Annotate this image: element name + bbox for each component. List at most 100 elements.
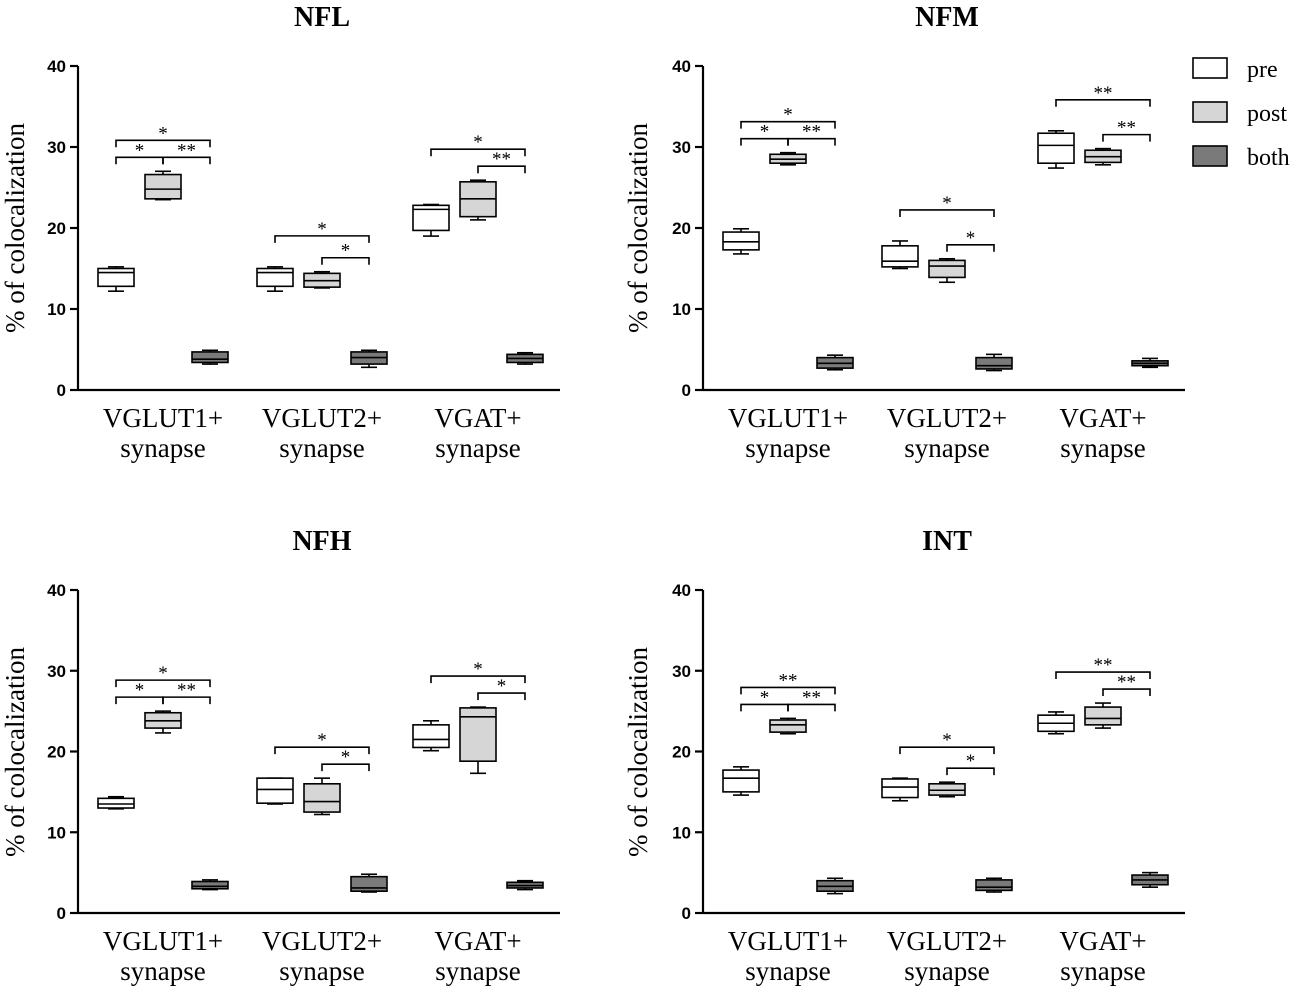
box-post: [144, 710, 182, 734]
category-label-line1: VGLUT1+: [103, 403, 223, 433]
y-tick-label: 30: [672, 138, 691, 157]
bracket-line: [321, 256, 370, 265]
category-label-line1: VGLUT2+: [887, 403, 1007, 433]
significance-bracket: *: [740, 105, 836, 129]
box-body-post: [769, 719, 807, 733]
significance-bracket: *: [946, 228, 995, 252]
bracket-line: [477, 165, 526, 174]
y-tick-label: 20: [47, 219, 66, 238]
box-both: [816, 354, 854, 371]
y-tick-label: 0: [57, 381, 66, 400]
category-label-line1: VGLUT2+: [262, 926, 382, 956]
category-label-line2: synapse: [435, 956, 520, 986]
chart-marks: 010203040VGLUT1+synapseVGLUT2+synapseVGA…: [672, 57, 1185, 463]
y-tick-label: 40: [672, 57, 691, 76]
box-post: [1084, 147, 1122, 166]
significance-label: *: [942, 730, 952, 751]
significance-label: **: [177, 680, 196, 701]
significance-bracket: *: [274, 219, 370, 243]
bracket-line: [115, 679, 211, 688]
significance-bracket: **: [740, 670, 836, 695]
box-body-both: [191, 880, 229, 890]
legend-swatch-post: [1192, 101, 1228, 123]
bracket-line: [946, 767, 995, 776]
category-label-line1: VGAT+: [434, 926, 521, 956]
panel-title: NFH: [292, 526, 351, 557]
chart-marks: 010203040VGLUT1+synapseVGLUT2+synapseVGA…: [47, 581, 560, 986]
significance-label: *: [135, 680, 145, 701]
bracket-line: [787, 137, 836, 146]
box-both: [816, 877, 854, 895]
box-pre: [412, 720, 450, 752]
box-body-post: [144, 173, 182, 200]
bracket-line: [740, 686, 836, 695]
significance-label: *: [341, 241, 351, 262]
panel-title: INT: [922, 526, 972, 557]
legend-label-pre: pre: [1247, 57, 1278, 83]
significance-label: *: [317, 219, 327, 240]
category-label-line2: synapse: [904, 956, 989, 986]
bracket-line: [274, 235, 370, 243]
category-label-line2: synapse: [745, 433, 830, 463]
box-body-post: [928, 259, 966, 279]
category-label-line1: VGAT+: [1059, 403, 1146, 433]
bracket-line: [1055, 671, 1151, 680]
category-label-line1: VGLUT1+: [728, 926, 848, 956]
y-tick-label: 30: [47, 138, 66, 157]
y-tick-label: 10: [47, 823, 66, 842]
significance-bracket: *: [430, 132, 526, 157]
box-body-pre: [97, 267, 135, 288]
bracket-line: [430, 675, 526, 684]
box-pre: [1037, 130, 1075, 169]
panel-nfh: NFH % of colocalization: [0, 526, 352, 857]
significance-label: *: [760, 687, 770, 708]
significance-label: *: [473, 132, 483, 153]
y-tick-label: 10: [672, 823, 691, 842]
category-label-line2: synapse: [279, 433, 364, 463]
box-post: [303, 270, 341, 289]
bracket-line: [162, 156, 211, 165]
box-both: [191, 879, 229, 891]
significance-label: **: [779, 670, 798, 691]
panel-nfl: NFL % of colocalization: [0, 2, 350, 333]
box-post: [1084, 702, 1122, 729]
box-pre: [256, 777, 294, 805]
significance-bracket: *: [321, 241, 370, 265]
box-post: [303, 777, 341, 816]
bracket-line: [274, 746, 370, 755]
panel-title: NFM: [915, 2, 979, 33]
y-tick-label: 0: [682, 904, 691, 923]
category-label-line2: synapse: [279, 956, 364, 986]
category-label-line1: VGLUT1+: [728, 403, 848, 433]
chart-marks: 010203040VGLUT1+synapseVGLUT2+synapseVGA…: [47, 57, 560, 463]
bracket-line: [740, 120, 836, 129]
box-body-pre: [412, 724, 450, 749]
box-both: [506, 879, 544, 891]
box-post: [459, 706, 497, 775]
box-pre: [412, 203, 450, 237]
significance-bracket: *: [430, 659, 526, 684]
significance-bracket: **: [1102, 118, 1151, 142]
y-axis-label: % of colocalization: [623, 123, 653, 333]
significance-bracket: **: [1055, 655, 1151, 680]
significance-label: **: [177, 140, 196, 161]
significance-bracket: **: [162, 140, 211, 165]
significance-bracket: *: [899, 193, 995, 217]
significance-label: *: [317, 730, 327, 751]
box-both: [191, 349, 229, 365]
y-tick-label: 10: [672, 300, 691, 319]
box-body-post: [459, 707, 497, 762]
significance-bracket: *: [321, 747, 370, 772]
significance-label: *: [966, 228, 976, 249]
legend: pre post both: [1192, 57, 1290, 171]
box-both: [975, 877, 1013, 893]
significance-label: *: [158, 123, 168, 144]
significance-label: *: [942, 193, 952, 214]
bracket-line: [115, 139, 211, 148]
significance-bracket: **: [1055, 83, 1151, 107]
box-both: [1131, 357, 1169, 369]
box-pre: [881, 777, 919, 802]
bracket-line: [430, 148, 526, 157]
box-body-post: [1084, 706, 1122, 726]
